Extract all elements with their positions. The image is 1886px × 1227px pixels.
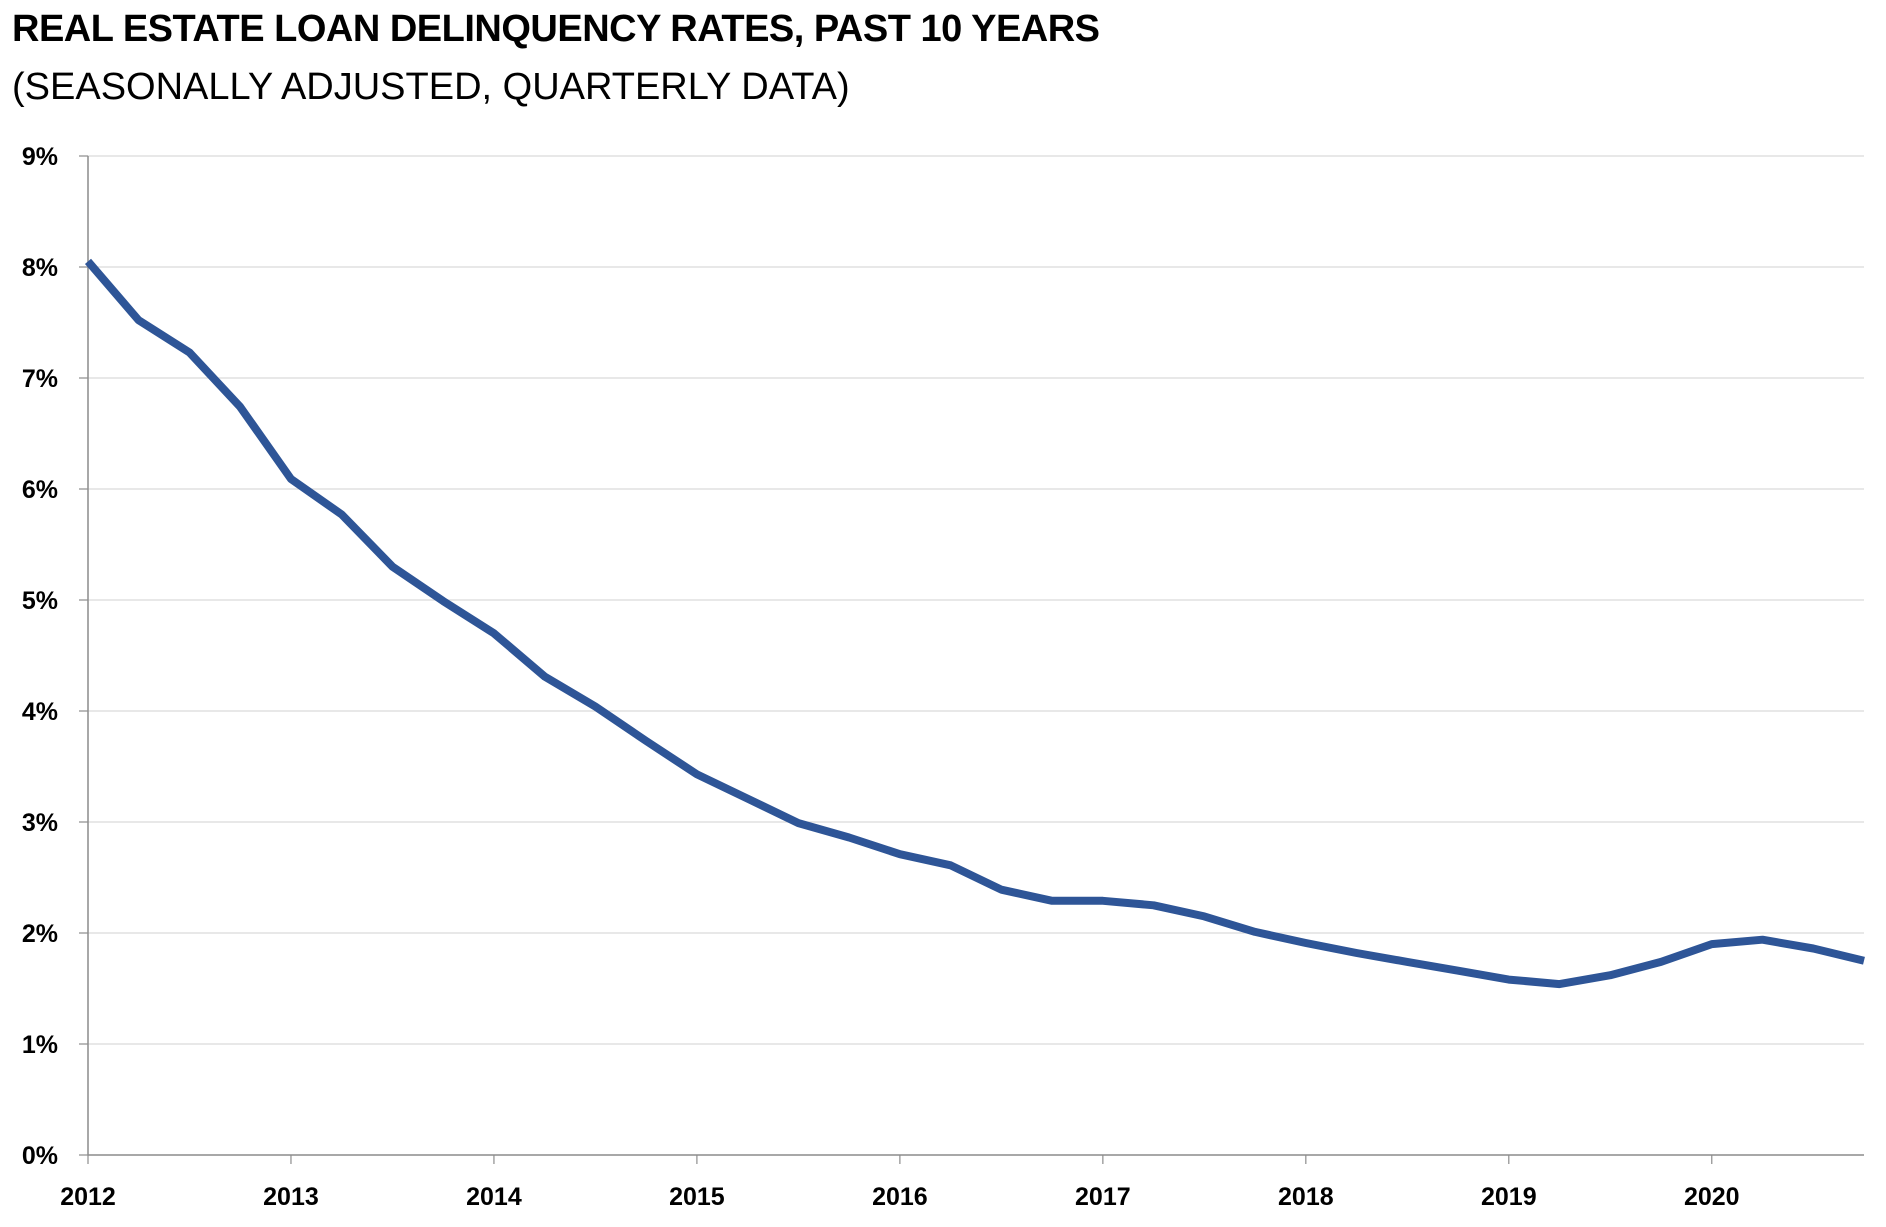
x-tick-label: 2018	[1278, 1183, 1334, 1211]
data-point	[1864, 960, 1865, 961]
y-tick-label: 9%	[22, 143, 58, 171]
data-point	[1052, 900, 1053, 901]
data-point	[1001, 889, 1002, 890]
x-tick-label: 2013	[263, 1183, 319, 1211]
data-point	[1305, 943, 1306, 944]
data-point	[1762, 939, 1763, 940]
data-point	[1153, 905, 1154, 906]
data-point	[595, 706, 596, 707]
x-tick-label: 2015	[669, 1183, 725, 1211]
data-point	[849, 837, 850, 838]
x-tick-labels: 2012 2013 2014 2015 2016 2017 2018 2019 2020	[60, 1183, 1739, 1211]
data-point	[1102, 900, 1103, 901]
data-point	[341, 514, 342, 515]
data-point	[899, 854, 900, 855]
y-tick-label: 4%	[22, 698, 58, 726]
x-tick-label: 2019	[1481, 1183, 1537, 1211]
data-point	[1711, 944, 1712, 945]
chart-title: REAL ESTATE LOAN DELINQUENCY RATES, PAST…	[12, 8, 1100, 50]
series-line	[84, 258, 1865, 989]
data-point	[1204, 916, 1205, 917]
chart-subtitle: (SEASONALLY ADJUSTED, QUARTERLY DATA)	[12, 66, 850, 108]
data-point	[1255, 931, 1256, 932]
series-layer	[84, 258, 1865, 989]
y-tick-label: 6%	[22, 476, 58, 504]
data-point	[1610, 975, 1611, 976]
data-point	[138, 320, 139, 321]
x-tick-label: 2012	[60, 1183, 116, 1211]
data-point	[798, 823, 799, 824]
data-point	[1813, 948, 1814, 949]
data-point	[1458, 970, 1459, 971]
y-tick-label: 7%	[22, 365, 58, 393]
data-point	[646, 741, 647, 742]
axes	[79, 155, 1864, 1164]
y-tick-label: 3%	[22, 809, 58, 837]
x-tick-label: 2020	[1684, 1183, 1740, 1211]
data-point	[696, 774, 697, 775]
data-point	[1508, 979, 1509, 980]
y-tick-labels: 0% 1% 2% 3% 4% 5% 6% 7% 8% 9%	[22, 143, 58, 1170]
data-point	[493, 633, 494, 634]
data-point	[1661, 961, 1662, 962]
y-tick-label: 8%	[22, 254, 58, 282]
data-point	[1356, 953, 1357, 954]
data-point	[544, 676, 545, 677]
data-point	[747, 798, 748, 799]
x-tick-label: 2016	[872, 1183, 928, 1211]
data-point	[1407, 961, 1408, 962]
gridlines	[88, 155, 1864, 1045]
data-point	[1559, 984, 1560, 985]
x-tick-label: 2014	[466, 1183, 522, 1211]
y-tick-label: 0%	[22, 1142, 58, 1170]
y-tick-label: 2%	[22, 920, 58, 948]
data-point	[189, 352, 190, 353]
data-point	[443, 601, 444, 602]
data-point	[950, 865, 951, 866]
x-tick-label: 2017	[1075, 1183, 1131, 1211]
y-tick-label: 5%	[22, 587, 58, 615]
data-point	[88, 261, 89, 262]
data-point	[240, 406, 241, 407]
data-point	[291, 479, 292, 480]
data-point	[392, 566, 393, 567]
y-tick-label: 1%	[22, 1031, 58, 1059]
